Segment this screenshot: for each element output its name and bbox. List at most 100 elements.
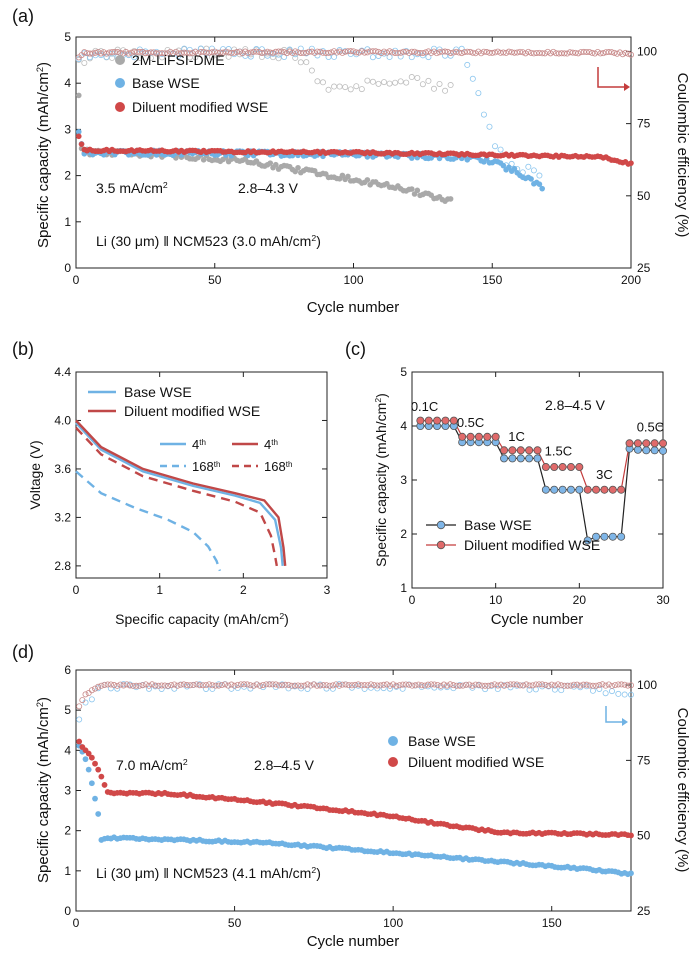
a-ce-point xyxy=(97,48,104,55)
d-right-tick-label: 100 xyxy=(637,678,657,692)
d-capacity-point xyxy=(76,738,83,745)
c-point xyxy=(424,416,433,425)
a-ce-point xyxy=(597,50,604,57)
a-capacity-point xyxy=(528,176,534,182)
d-ce-point xyxy=(120,682,127,689)
d-y-tick-label: 5 xyxy=(64,703,71,717)
d-ce-point xyxy=(317,682,324,689)
a-ce-point xyxy=(497,146,504,153)
c-window-annotation: 2.8–4.5 V xyxy=(545,397,606,413)
d-ce-point xyxy=(364,682,371,689)
a-ce-point xyxy=(150,49,157,56)
a-ce-point xyxy=(389,49,396,56)
d-ce-point xyxy=(551,686,558,693)
a-ce-point xyxy=(419,49,426,56)
d-ce-point xyxy=(425,683,432,690)
b-y-tick-label: 3.2 xyxy=(54,510,71,524)
d-ce-point xyxy=(145,685,152,692)
c-legend-label: Diluent modified WSE xyxy=(464,537,600,553)
a-ce-point xyxy=(422,49,429,56)
d-ce-point xyxy=(187,682,194,689)
a-ce-point xyxy=(142,50,149,57)
a-ce-point xyxy=(211,48,218,55)
a-ce-point xyxy=(550,48,557,55)
a-x-tick-label: 0 xyxy=(73,273,80,287)
a-ce-point xyxy=(353,49,360,56)
d-ce-point xyxy=(234,681,241,688)
d-ce-point xyxy=(374,682,381,689)
c-legend-label: Base WSE xyxy=(464,517,532,533)
d-ce-point xyxy=(139,682,146,689)
d-ce-point xyxy=(415,681,422,688)
a-ce-point xyxy=(222,48,229,55)
d-ce-point xyxy=(428,681,435,688)
a-ce-point xyxy=(572,49,579,56)
a-ce-point xyxy=(336,83,343,90)
d-cell-annotation: Li (30 μm) ‖ NCM523 (4.1 mAh/cm2) xyxy=(96,865,321,881)
d-capacity-point xyxy=(92,795,98,802)
d-legend-marker xyxy=(388,736,398,746)
a-ce-point xyxy=(605,49,612,56)
a-capacity-point xyxy=(628,160,634,166)
a-ce-point xyxy=(583,48,590,55)
c-y-tick-label: 2 xyxy=(400,527,407,541)
a-x-tick-label: 100 xyxy=(343,273,363,287)
d-ce-point xyxy=(596,682,603,689)
d-capacity-point xyxy=(85,766,92,773)
d-capacity-point xyxy=(98,773,105,780)
d-ce-point xyxy=(196,682,203,689)
d-ce-point xyxy=(386,685,393,692)
d-ce-point xyxy=(523,681,530,688)
d-ce-point xyxy=(206,681,213,688)
d-capacity-point xyxy=(82,756,89,763)
d-ce-point xyxy=(355,681,362,688)
d-ce-point xyxy=(158,682,165,689)
a-ce-point xyxy=(300,50,307,57)
b-y-tick-label: 4.4 xyxy=(54,365,71,379)
d-ce-point xyxy=(393,682,400,689)
b-x-tick-label: 2 xyxy=(240,583,247,597)
a-ce-point xyxy=(314,48,321,55)
a-ce-point xyxy=(433,50,440,57)
c-point xyxy=(558,463,567,472)
a-ce-point xyxy=(444,48,451,55)
a-ce-point xyxy=(464,61,471,68)
d-ce-point xyxy=(586,682,593,689)
d-ce-point xyxy=(269,681,276,688)
d-ce-point xyxy=(282,681,289,688)
b-x-tick-label: 3 xyxy=(324,583,331,597)
d-ce-point xyxy=(580,681,587,688)
d-ce-point xyxy=(333,681,340,688)
c-point xyxy=(441,416,450,425)
a-ce-point xyxy=(181,49,188,56)
c-plot-frame xyxy=(411,371,664,589)
d-ce-point xyxy=(421,682,428,689)
b-curve-1 xyxy=(75,419,287,567)
a-ce-point xyxy=(480,111,487,118)
c-point xyxy=(541,485,550,494)
a-ce-point xyxy=(314,78,321,85)
c-point xyxy=(550,485,559,494)
d-ce-point xyxy=(101,681,108,688)
a-ce-point xyxy=(195,50,202,57)
d-x-tick-label: 50 xyxy=(228,916,242,930)
d-ce-point xyxy=(291,682,298,689)
a-rate-annotation: 3.5 mA/cm2 xyxy=(96,180,168,196)
a-ce-point xyxy=(136,48,143,55)
d-ce-point xyxy=(114,685,121,692)
a-capacity-point xyxy=(345,173,351,180)
a-ce-point xyxy=(530,50,537,57)
a-ce-point xyxy=(247,49,254,56)
d-ce-point xyxy=(298,682,305,689)
c-point xyxy=(449,416,458,425)
a-ce-point xyxy=(486,123,493,130)
a-ce-point xyxy=(225,53,232,60)
a-ce-point xyxy=(245,50,252,57)
d-ce-point xyxy=(304,681,311,688)
d-ce-point xyxy=(361,682,368,689)
a-ce-point xyxy=(347,86,354,93)
c-point xyxy=(416,416,425,425)
d-ce-point xyxy=(434,682,441,689)
c-x-tick-label: 0 xyxy=(409,593,416,607)
d-ce-point xyxy=(329,682,336,689)
